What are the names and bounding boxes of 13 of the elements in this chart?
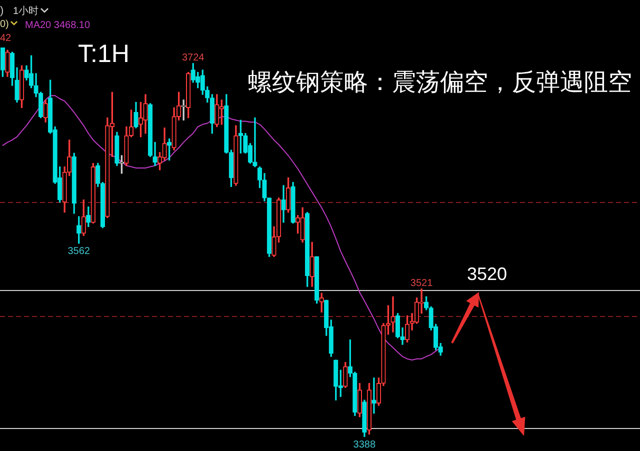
text: 螺纹钢策略：震荡偏空，反弹遇阻空 [248, 68, 632, 96]
annotation: 3388 [353, 439, 376, 450]
annotation: 3724 [182, 52, 205, 64]
text: 1小时 [13, 5, 39, 17]
text: ) [0, 5, 4, 17]
text: 0) [0, 19, 9, 30]
annotation: T:1H [78, 40, 130, 68]
text: MA20 3468.10 [25, 20, 90, 31]
text: 42 [0, 33, 12, 44]
annotation: 3562 [68, 246, 90, 258]
text: 3520 [466, 264, 508, 284]
candlestick [372, 378, 376, 414]
annotation: 3521 [410, 278, 434, 289]
